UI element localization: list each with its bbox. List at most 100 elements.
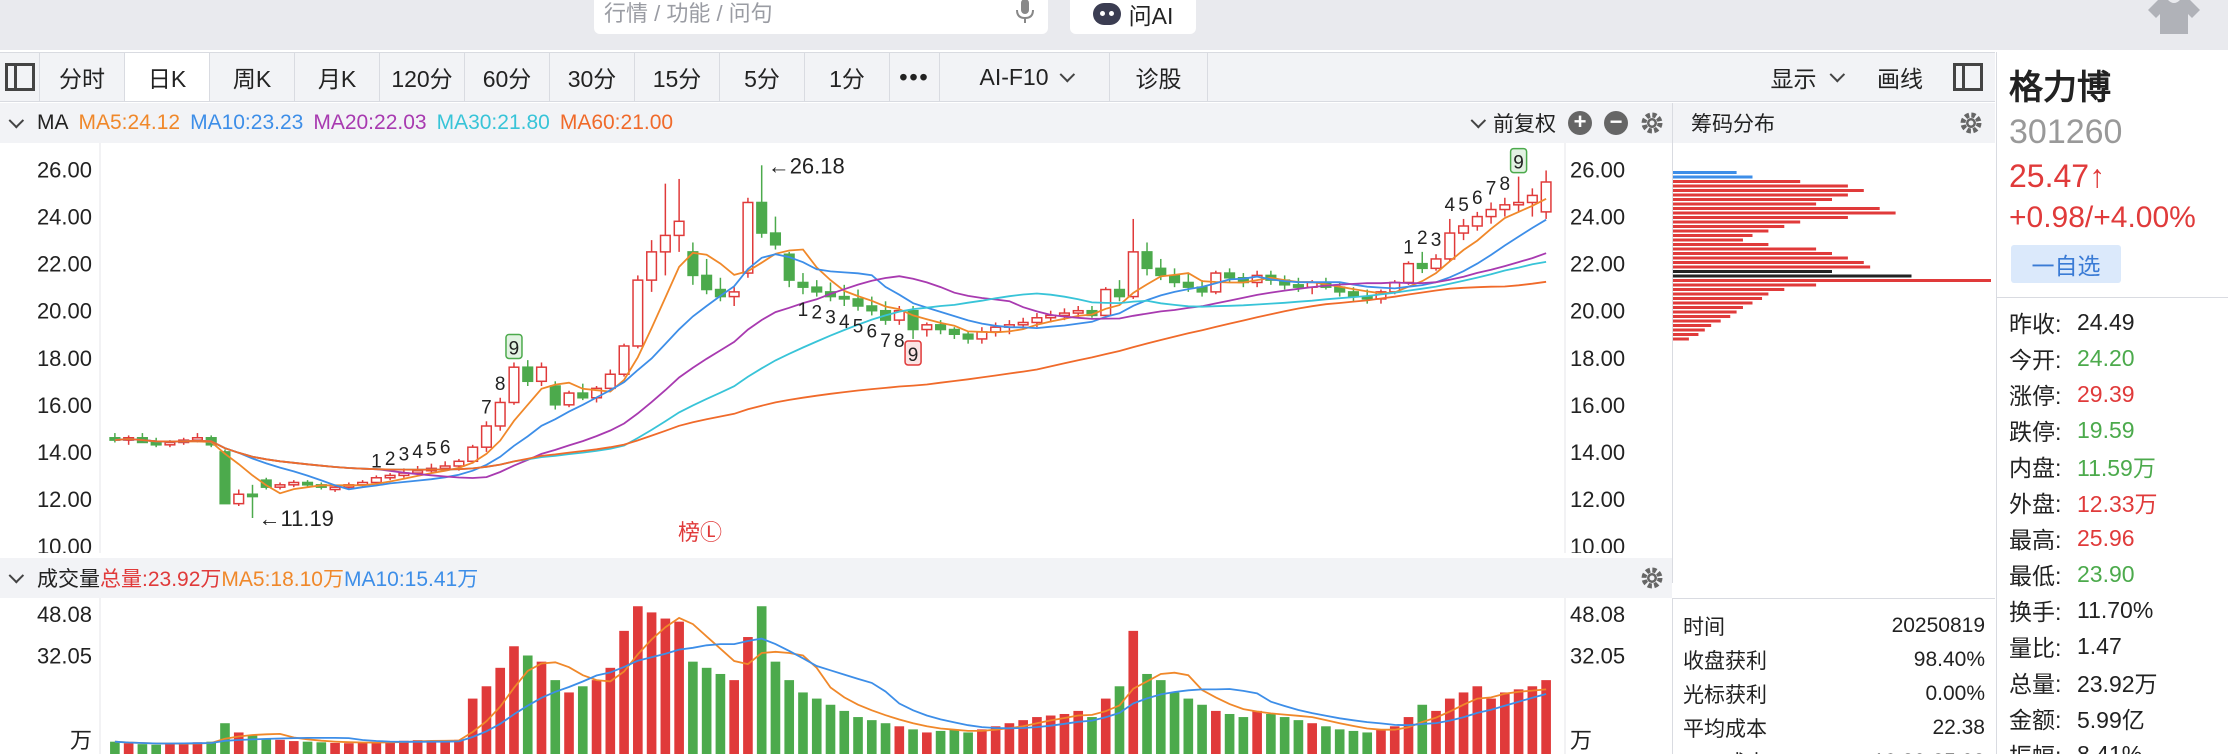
tab-period[interactable]: 5分	[720, 53, 805, 101]
volume-bar	[536, 661, 547, 754]
candle-body	[1224, 272, 1236, 279]
ranking-badge[interactable]: 榜Ⓛ	[678, 521, 722, 546]
candle-body	[673, 220, 685, 237]
chip-stat-value: 19.80-25.08	[1873, 750, 1985, 754]
ma20-value: MA20:22.03	[313, 111, 427, 134]
show-dropdown[interactable]: 显示	[1750, 53, 1860, 101]
y-tick-label-right: 16.00	[1570, 393, 1625, 418]
gear-icon[interactable]	[1959, 111, 1983, 135]
volume-bar	[316, 742, 327, 754]
volume-bar	[880, 723, 891, 754]
candle-body	[1168, 274, 1181, 284]
collapse-chevron-icon[interactable]	[8, 567, 25, 583]
volume-chart[interactable]: 48.08 48.08 32.05 32.05 万 万	[0, 598, 1672, 754]
volume-bar	[426, 740, 437, 754]
candlestick-chart[interactable]: 26.00 26.00 24.00 24.00 22.00 22.00 20.00 20.00…	[0, 143, 1672, 553]
volume-bar	[1238, 717, 1249, 754]
volume-bar	[894, 726, 905, 754]
volume-bar	[1169, 692, 1180, 754]
quote-label: 最高:	[2009, 527, 2062, 553]
candle-body	[1155, 267, 1167, 277]
td-sequence-label: 9	[908, 345, 919, 366]
td-sequence-label: 8	[1500, 174, 1511, 195]
tab-period[interactable]: 120分	[380, 53, 465, 101]
td-sequence-label: 3	[1431, 230, 1442, 251]
volume-ma5-line	[114, 616, 1547, 745]
volume-bar	[853, 717, 863, 754]
candle-body	[742, 201, 754, 274]
zoom-in-icon[interactable]: +	[1568, 111, 1592, 135]
volume-bar	[1183, 698, 1194, 754]
chip-bar	[1673, 184, 1848, 188]
gear-icon[interactable]	[1640, 566, 1664, 590]
quote-row: 总量: 23.92万	[1997, 664, 2228, 700]
tab-period[interactable]: 15分	[635, 53, 720, 101]
volume-tick-label: 万	[70, 728, 92, 753]
chip-bar	[1673, 247, 1817, 251]
tab-period[interactable]: 1分	[805, 53, 890, 101]
chip-bar	[1673, 319, 1721, 323]
quote-label: 总量:	[2009, 671, 2062, 697]
volume-bar	[110, 741, 120, 754]
volume-bar	[1321, 726, 1331, 754]
candle-body	[1347, 291, 1360, 298]
volume-bar	[922, 732, 932, 754]
volume-bar	[412, 740, 423, 754]
adjust-chevron-icon[interactable]	[1470, 112, 1487, 128]
chip-histogram[interactable]	[1673, 143, 1995, 343]
more-periods-button[interactable]: •••	[890, 53, 940, 101]
candle-body	[219, 451, 231, 505]
candle-body	[783, 253, 795, 281]
candle-body	[1182, 281, 1194, 288]
candle-body	[1457, 225, 1470, 234]
chip-stat-value: 20250819	[1891, 614, 1985, 637]
candle-body	[274, 484, 286, 488]
quote-label: 跌停:	[2009, 419, 2062, 445]
right-panel-toggle[interactable]	[1940, 53, 1995, 101]
microphone-icon[interactable]	[1010, 0, 1040, 26]
candle-body	[866, 305, 878, 312]
zoom-out-icon[interactable]: −	[1604, 111, 1628, 135]
search-input[interactable]: 行情 / 功能 / 问句	[594, 0, 1048, 34]
tab-period[interactable]: 分时	[40, 53, 125, 101]
candle-body	[990, 326, 1002, 333]
tab-period[interactable]: 60分	[465, 53, 550, 101]
td-sequence-label: 5	[1458, 195, 1469, 216]
candle-body	[1072, 309, 1084, 314]
tab-period[interactable]: 周K	[210, 53, 295, 101]
chip-bar	[1673, 256, 1848, 260]
quote-label: 金额:	[2009, 707, 2062, 733]
ask-ai-button[interactable]: 问AI	[1070, 0, 1196, 34]
adjust-dropdown[interactable]: 前复权	[1493, 113, 1556, 136]
volume-bar	[1431, 710, 1441, 754]
chip-bar	[1673, 288, 1785, 291]
candle-body	[480, 425, 493, 448]
volume-bar	[1293, 720, 1304, 754]
gear-icon[interactable]	[1640, 111, 1664, 135]
add-watchlist-button[interactable]: 一自选	[2011, 245, 2121, 283]
diagnose-button[interactable]: 诊股	[1110, 53, 1208, 101]
ai-f10-dropdown[interactable]: AI-F10	[940, 53, 1110, 101]
stock-name: 格力博	[2009, 69, 2111, 107]
td-sequence-label: 5	[426, 440, 437, 461]
volume-bar	[1527, 686, 1538, 754]
volume-ma10: MA10:15.41万	[343, 568, 479, 591]
collapse-chevron-icon[interactable]	[8, 112, 25, 128]
candle-body	[384, 474, 396, 479]
left-panel-toggle[interactable]	[0, 53, 40, 101]
chip-bar	[1673, 265, 1871, 269]
tab-period[interactable]: 30分	[550, 53, 635, 101]
tab-period[interactable]: 月K	[295, 53, 380, 101]
skin-icon[interactable]	[2148, 0, 2200, 34]
quote-label: 最低:	[2009, 563, 2062, 589]
draw-line-button[interactable]: 画线	[1877, 66, 1923, 92]
quote-row: 外盘: 12.33万	[1997, 484, 2228, 520]
candle-body	[948, 328, 960, 335]
ma-controls: 前复权 + −	[1470, 103, 1672, 143]
tab-period[interactable]: 日K	[125, 53, 210, 101]
chip-distribution-title: 筹码分布	[1691, 113, 1775, 136]
candle-body	[233, 493, 245, 505]
td-sequence-label: 1	[1403, 237, 1414, 258]
candle-body	[1031, 317, 1043, 324]
volume-bar	[743, 637, 753, 754]
